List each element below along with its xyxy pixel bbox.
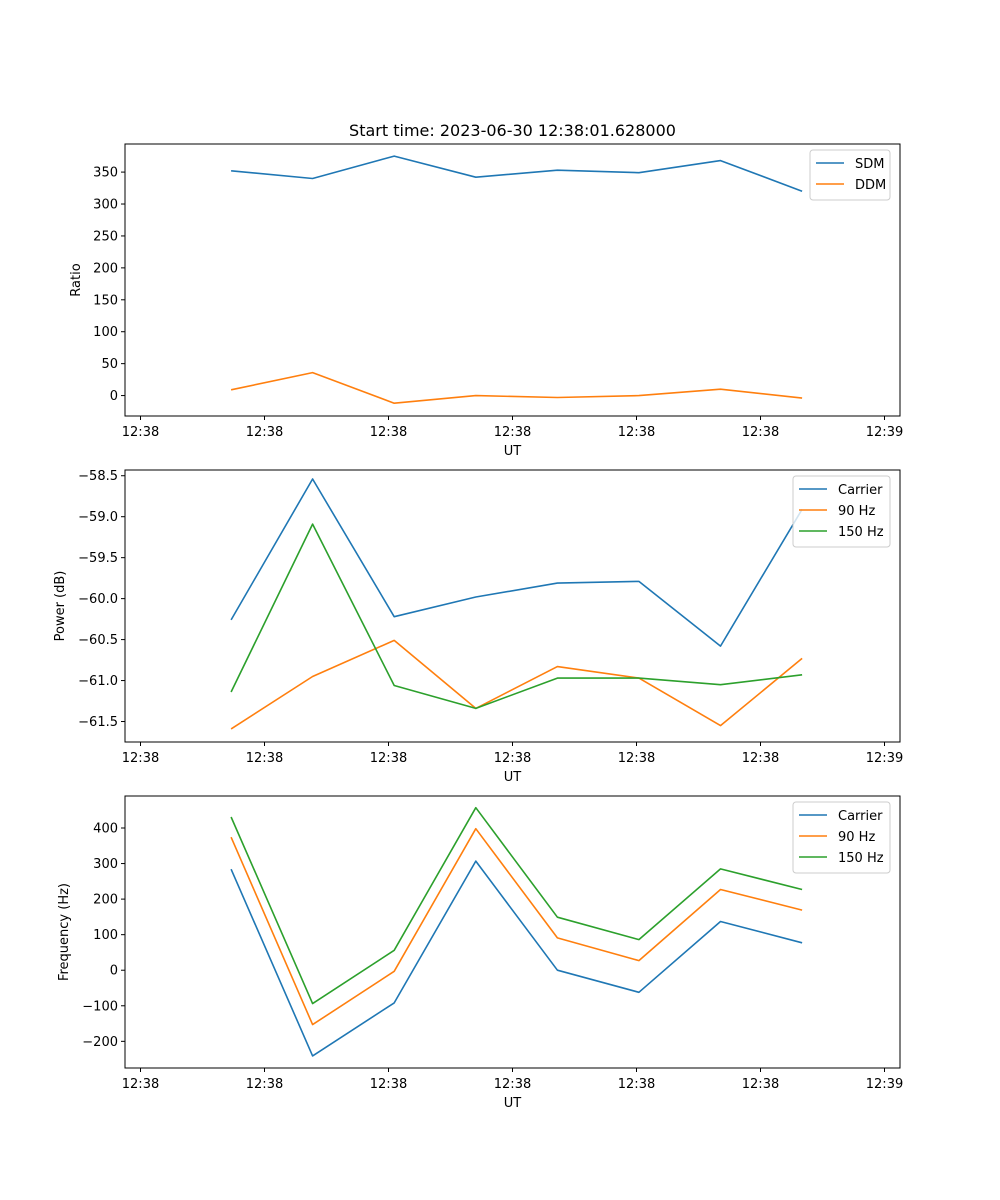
y-tick-label: 200 [93,261,118,276]
x-tick-label: 12:38 [494,1077,531,1092]
y-tick-label: −60.0 [78,592,118,607]
series-line-150-hz [230,806,803,1005]
x-tick-label: 12:38 [122,425,159,440]
x-tick-label: 12:38 [618,425,655,440]
plot-frame [124,469,901,743]
series-line-sdm [231,155,803,192]
y-tick-label: −200 [82,1035,118,1050]
y-tick-label: −100 [82,999,118,1014]
legend-box [792,801,891,874]
y-axis-label: Ratio [69,263,84,296]
x-tick-label: 12:38 [370,425,407,440]
y-tick-label: −60.5 [78,633,118,648]
legend-label: Carrier [838,483,883,498]
x-tick-label: 12:38 [494,425,531,440]
y-tick-label: 150 [93,293,118,308]
y-tick-label: 300 [93,857,118,872]
x-tick-label: 12:38 [742,1077,779,1092]
legend-box [792,475,891,548]
y-tick-label: 250 [93,229,118,244]
y-axis-label: Power (dB) [53,571,68,642]
x-axis-label: UT [504,770,522,785]
x-axis-label: UT [504,444,522,459]
series-line-carrier [230,860,803,1057]
y-tick-label: 400 [93,822,118,837]
x-tick-label: 12:38 [742,425,779,440]
x-tick-label: 12:38 [370,1077,407,1092]
y-tick-label: 50 [101,357,118,372]
y-tick-label: 100 [93,928,118,943]
y-tick-label: 200 [93,893,118,908]
series-line-carrier [230,478,803,647]
y-axis-label: Frequency (Hz) [57,883,72,981]
series-line-ddm [230,371,803,405]
y-tick-label: −61.5 [78,715,118,730]
legend-label: 150 Hz [838,851,884,866]
x-tick-label: 12:39 [866,751,903,766]
y-tick-label: −61.0 [78,674,118,689]
legend-label: SDM [855,157,884,172]
legend-label: 90 Hz [838,504,875,519]
x-tick-label: 12:39 [866,425,903,440]
y-tick-label: 100 [93,325,118,340]
x-tick-label: 12:39 [866,1077,903,1092]
legend-label: Carrier [838,809,883,824]
chart-panel-3: 12:38 12:38 12:38 12:38 12:38 12:38 12:39 −200 −… [57,795,903,1111]
legend: Carrier 90 Hz 150 Hz [792,801,891,874]
x-tick-label: 12:38 [246,751,283,766]
y-tick-label: 0 [110,389,118,404]
y-tick-label: −59.5 [78,551,118,566]
x-tick-label: 12:38 [742,751,779,766]
x-tick-label: 12:38 [494,751,531,766]
x-tick-label: 12:38 [618,751,655,766]
x-tick-label: 12:38 [122,751,159,766]
x-tick-label: 12:38 [246,425,283,440]
x-tick-label: 12:38 [122,1077,159,1092]
chart-panel-1: 12:38 12:38 12:38 12:38 12:38 12:38 12:39 0 50 10… [69,121,903,459]
x-tick-label: 12:38 [370,751,407,766]
y-tick-label: −59.0 [78,510,118,525]
y-tick-label: 350 [93,166,118,181]
legend-label: 90 Hz [838,830,875,845]
legend-label: DDM [855,178,886,193]
x-tick-label: 12:38 [618,1077,655,1092]
plot-frame [124,795,901,1069]
series-line-90-hz [230,827,803,1026]
legend: Carrier 90 Hz 150 Hz [792,475,891,548]
x-axis-label: UT [504,1096,522,1111]
chart-panel-2: 12:38 12:38 12:38 12:38 12:38 12:38 12:39 −61.5… [53,469,903,785]
legend: SDM DDM [809,149,891,201]
y-tick-label: −58.5 [78,469,118,484]
y-tick-label: 0 [110,964,118,979]
legend-label: 150 Hz [838,525,884,540]
chart-title: Start time: 2023-06-30 12:38:01.628000 [349,121,676,140]
x-tick-label: 12:38 [246,1077,283,1092]
series-line-90-hz [230,639,803,730]
series-line-150-hz [230,523,803,710]
y-tick-label: 300 [93,198,118,213]
